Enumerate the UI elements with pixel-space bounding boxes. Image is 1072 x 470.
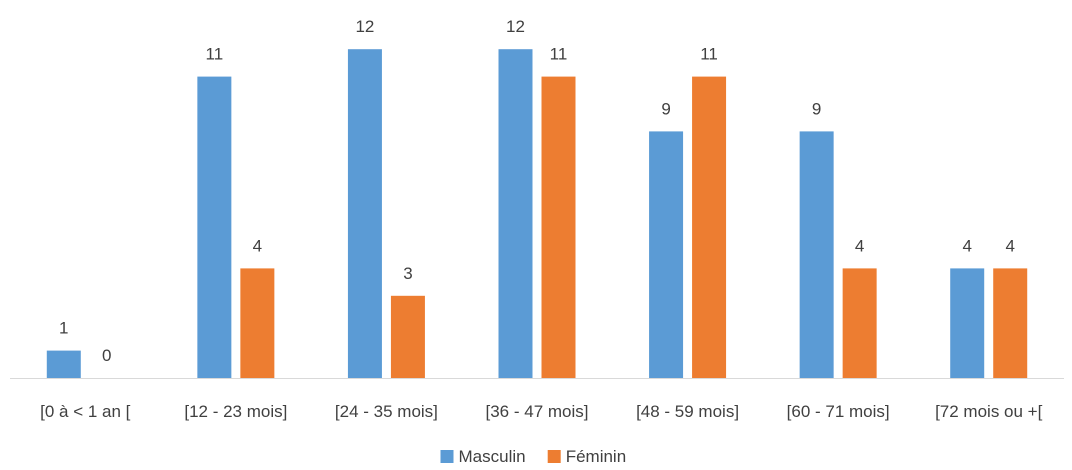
value-label-masculin-5: 9 xyxy=(812,99,821,118)
value-label-masculin-3: 12 xyxy=(506,17,525,36)
bar-masculin-4 xyxy=(649,131,684,378)
value-label-masculin-4: 9 xyxy=(661,99,670,118)
bar-féminin-4 xyxy=(692,76,727,378)
value-label-féminin-5: 4 xyxy=(855,236,864,255)
bar-féminin-1 xyxy=(240,268,275,378)
bar-masculin-2 xyxy=(347,49,382,378)
value-label-féminin-2: 3 xyxy=(403,264,412,283)
bar-féminin-3 xyxy=(541,76,576,378)
x-tick-label-4: [48 - 59 mois] xyxy=(636,402,739,421)
bar-masculin-1 xyxy=(197,76,232,378)
x-tick-label-6: [72 mois ou +[ xyxy=(935,402,1043,421)
x-tick-label-0: [0 à < 1 an [ xyxy=(40,402,131,421)
x-tick-label-1: [12 - 23 mois] xyxy=(184,402,287,421)
bar-masculin-5 xyxy=(799,131,834,378)
bar-masculin-3 xyxy=(498,49,533,378)
bar-féminin-6 xyxy=(993,268,1028,378)
legend: Masculin Féminin xyxy=(440,447,626,466)
bar-masculin-0 xyxy=(46,350,81,378)
value-label-masculin-2: 12 xyxy=(355,17,374,36)
legend-label-féminin: Féminin xyxy=(566,447,626,466)
value-label-féminin-4: 11 xyxy=(700,45,718,64)
value-labels-layer: 1 0 11 4 12 3 12 11 9 11 9 4 4 4 xyxy=(59,17,1015,365)
legend-swatch-masculin xyxy=(440,450,454,463)
bar-masculin-6 xyxy=(950,268,985,378)
value-label-masculin-6: 4 xyxy=(962,236,971,255)
value-label-féminin-3: 11 xyxy=(550,45,568,64)
x-tick-label-2: [24 - 35 mois] xyxy=(335,402,438,421)
value-label-féminin-6: 4 xyxy=(1005,236,1014,255)
value-label-féminin-1: 4 xyxy=(253,236,262,255)
x-tick-label-3: [36 - 47 mois] xyxy=(486,402,589,421)
bars-layer xyxy=(46,49,1028,378)
bar-féminin-5 xyxy=(842,268,877,378)
value-label-masculin-0: 1 xyxy=(59,319,68,338)
bar-féminin-2 xyxy=(390,295,425,378)
x-tick-labels-layer: [0 à < 1 an [ [12 - 23 mois] [24 - 35 mois… xyxy=(40,402,1042,421)
x-tick-label-5: [60 - 71 mois] xyxy=(787,402,890,421)
legend-swatch-féminin xyxy=(547,450,561,463)
legend-label-masculin: Masculin xyxy=(459,447,526,466)
value-label-féminin-0: 0 xyxy=(102,346,111,365)
value-label-masculin-1: 11 xyxy=(206,45,224,64)
